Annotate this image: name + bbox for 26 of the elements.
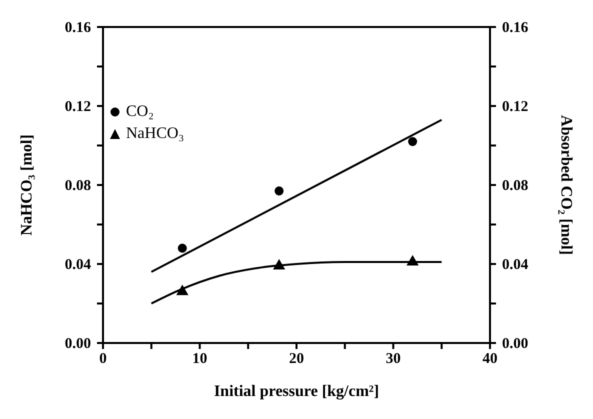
- point: [273, 258, 286, 270]
- y2-tick-label: 0.08: [502, 178, 528, 194]
- y-tick-label: 0.04: [64, 257, 92, 273]
- point: [408, 137, 418, 146]
- y-tick-label: 0.12: [64, 99, 91, 115]
- point: [274, 186, 284, 196]
- y2-tick-label: 0.00: [502, 336, 528, 352]
- y2-tick-label: 0.04: [502, 257, 529, 273]
- x-tick-label: 0: [99, 351, 107, 367]
- x-axis-title: Initial pressure [kg/cm²]: [214, 383, 380, 400]
- point: [178, 244, 187, 253]
- y2-tick-label: 0.16: [502, 20, 529, 36]
- y2-axis-title: Absorbed CO₂ [mol]: [557, 115, 574, 255]
- x-tick-label: 40: [482, 351, 498, 367]
- y-tick-label: 0.16: [64, 20, 92, 36]
- x-tick-label: 30: [386, 351, 401, 367]
- y-axis-title: NaHCO₃ [mol]: [18, 134, 36, 236]
- y-tick-label: 0.08: [64, 178, 91, 194]
- y2-tick-label: 0.12: [502, 99, 528, 115]
- legend-label: CO₂: [126, 103, 154, 121]
- y-tick-label: 0.00: [64, 336, 91, 352]
- legend-label: NaHCO₃: [126, 125, 184, 143]
- x-tick-label: 20: [289, 351, 304, 367]
- point: [176, 284, 188, 296]
- x-tick-label: 10: [192, 351, 208, 367]
- point: [406, 255, 419, 266]
